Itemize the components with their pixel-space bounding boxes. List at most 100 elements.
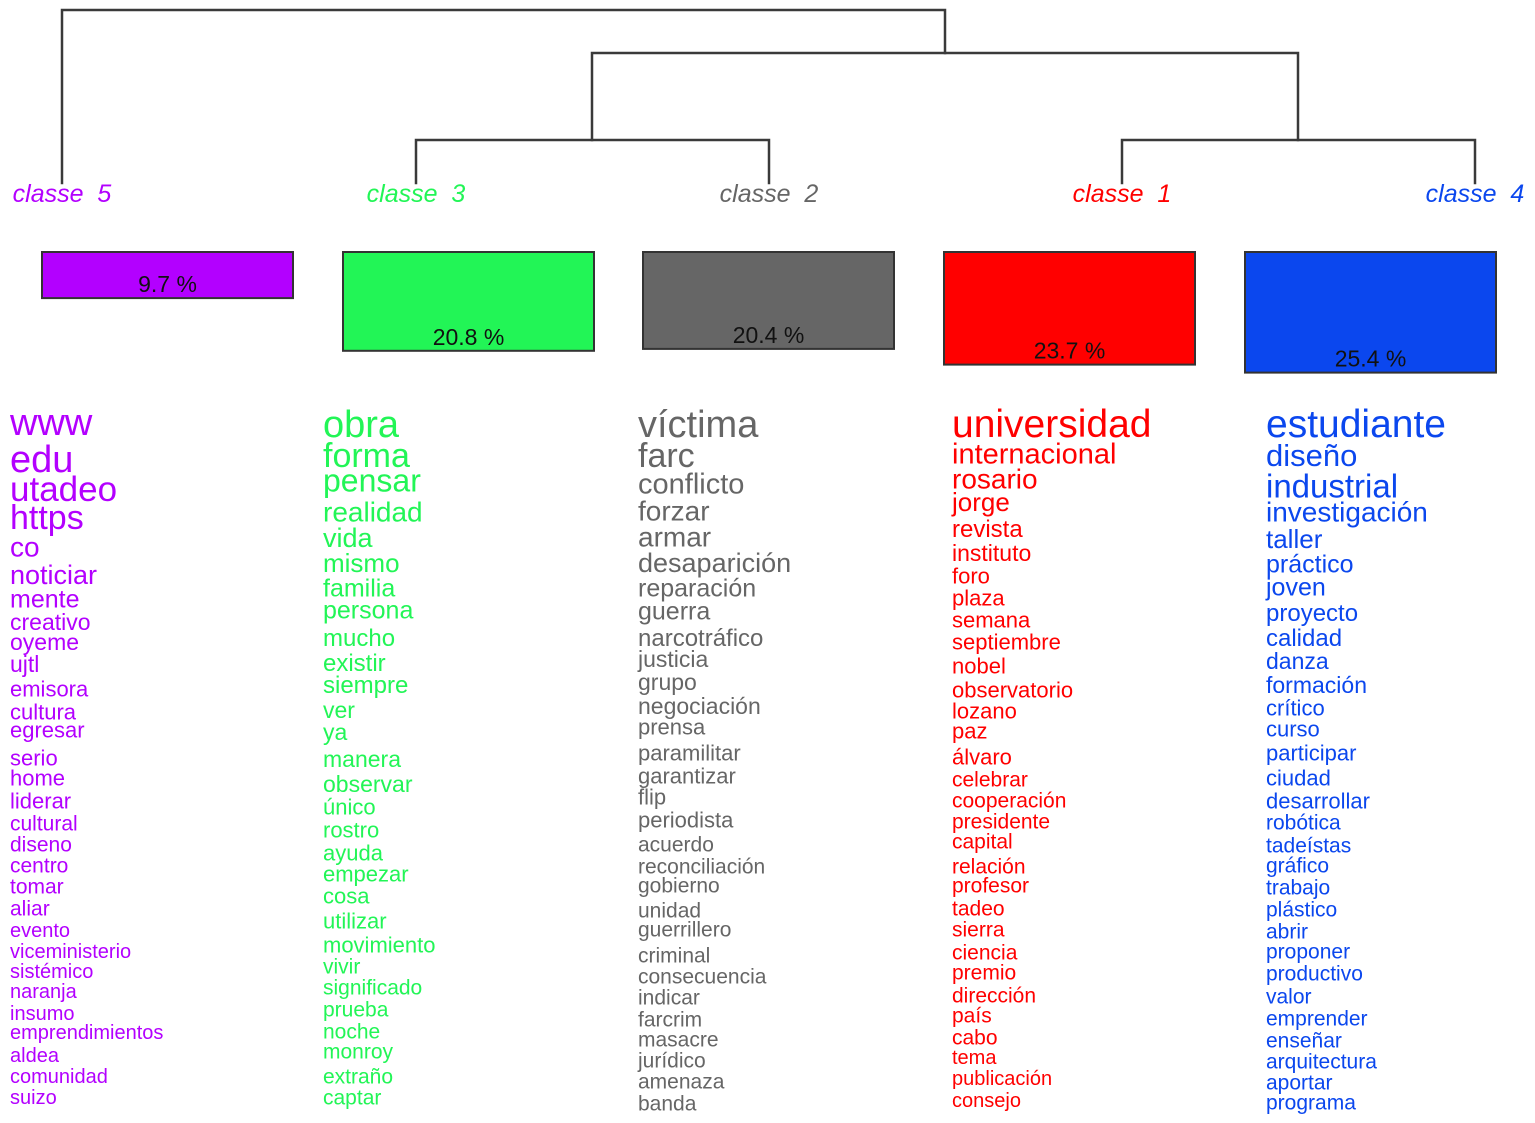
class-2-word-list: víctimafarcconflictoforzararmardesaparic… [637, 404, 791, 1116]
class-2-bar-group: 20.4 % [642, 251, 895, 350]
class-5-word: diseno [10, 834, 72, 857]
dendrogram-branch-classes-1-4 [1120, 138, 1477, 185]
class-5-word: egresar [10, 718, 85, 743]
class-2-word: conflicto [638, 469, 744, 501]
class-4-bar-group: 25.4 % [1244, 251, 1497, 374]
class-4-word: gráfico [1266, 855, 1329, 878]
class-5-word: liderar [10, 789, 71, 814]
class-1-word: celebrar [952, 769, 1028, 792]
class-2-word: flip [638, 785, 666, 810]
class-2-word: forzar [638, 495, 710, 526]
class-4-word: productivo [1266, 963, 1363, 986]
class-3-bar [342, 251, 595, 352]
class-2-word: masacre [638, 1029, 719, 1052]
class-2-word: periodista [638, 808, 734, 833]
class-2-percent-label: 20.4 % [733, 322, 805, 348]
class-5-word: emprendimientos [10, 1022, 163, 1044]
class-2-word: negociación [638, 693, 761, 719]
class-3-word: existir [323, 650, 386, 677]
class-3-word: observar [323, 771, 413, 797]
class-2-word: reconciliación [638, 856, 765, 879]
class-3-word: único [323, 795, 376, 820]
class-5-word: noticiar [10, 560, 97, 590]
class-4-word: abrir [1266, 921, 1308, 944]
class-5-word: cultural [10, 813, 78, 836]
class-4-word: formación [1266, 672, 1367, 698]
class-2-word: jurídico [637, 1050, 706, 1073]
class-3-word: ver [323, 697, 355, 723]
class-2-word: guerrillero [638, 919, 731, 942]
class-5-word: ujtl [10, 651, 39, 677]
dendrogram-root-branch [60, 8, 947, 185]
class-1-word-list: universidadinternacionalrosariojorgerevi… [951, 403, 1151, 1112]
class-1-word: consejo [952, 1090, 1021, 1112]
class-4-word: proponer [1266, 941, 1350, 964]
class-1-word: paz [952, 719, 987, 744]
class-1-word: lozano [952, 699, 1017, 724]
class-2-word: gobierno [638, 875, 720, 898]
class-3-label: classe 3 [367, 180, 466, 208]
class-1-label: classe 1 [1073, 180, 1172, 208]
class-3-word: rostro [323, 818, 379, 843]
class-5-word: aldea [10, 1045, 60, 1067]
class-5-word: https [10, 499, 84, 537]
class-3-word: persona [323, 597, 413, 625]
class-5-word: edu [10, 439, 73, 481]
class-1-word: revista [952, 516, 1023, 543]
class-4-word: danza [1266, 648, 1329, 674]
class-5-word: tomar [10, 876, 64, 899]
class-1-word: nobel [952, 654, 1006, 679]
class-2-word: farcrim [638, 1009, 702, 1032]
class-5-word: comunidad [10, 1066, 108, 1088]
class-1-word: tadeo [952, 898, 1005, 921]
class-5-word-list: wwweduutadeohttpsconoticiarmentecreativo… [9, 402, 163, 1109]
class-2-bar [642, 251, 895, 350]
class-3-word: vida [323, 523, 374, 553]
class-4-word: taller [1266, 524, 1323, 554]
class-1-word: relación [952, 856, 1026, 879]
class-4-word: práctico [1266, 551, 1354, 579]
class-3-word: vivir [323, 956, 360, 979]
class-5-percent-label: 9.7 % [138, 271, 197, 297]
class-1-word: dirección [952, 985, 1036, 1008]
class-1-word: foro [952, 564, 990, 589]
class-1-word: sierra [952, 919, 1005, 942]
class-1-word: instituto [952, 540, 1031, 566]
class-5-word: insumo [10, 1003, 74, 1025]
class-1-word: septiembre [952, 630, 1061, 655]
class-2-word: víctima [638, 404, 759, 446]
class-1-word: capital [952, 831, 1013, 854]
class-4-word: ciudad [1266, 766, 1331, 791]
class-4-word: robótica [1266, 812, 1341, 835]
class-4-word: crítico [1266, 696, 1325, 721]
class-5-word: utadeo [10, 470, 117, 509]
class-4-word: calidad [1266, 625, 1342, 652]
class-5-word: aliar [10, 898, 50, 921]
class-4-word: arquitectura [1266, 1051, 1377, 1074]
class-1-word: tema [952, 1047, 997, 1069]
class-1-word: universidad [952, 403, 1151, 446]
class-4-word: tadeístas [1266, 835, 1351, 858]
class-5-word: sistémico [10, 961, 93, 983]
class-5-word: emisora [10, 677, 89, 702]
class-3-word: extraño [323, 1066, 393, 1089]
class-2-word: indicar [638, 987, 700, 1010]
class-4-word: participar [1266, 741, 1356, 766]
class-4-word-list: estudiantediseñoindustrialinvestigaciónt… [1265, 403, 1446, 1114]
dendrogram-tree [60, 8, 1477, 185]
class-2-word: acuerdo [638, 834, 714, 857]
class-2-word: narcotráfico [638, 625, 763, 652]
class-4-word: aportar [1266, 1072, 1333, 1095]
class-2-word: armar [638, 521, 711, 552]
class-1-word: publicación [952, 1068, 1052, 1090]
class-3-word: captar [323, 1087, 381, 1110]
class-2-word: amenaza [638, 1071, 725, 1094]
class-3-word: mismo [323, 548, 400, 578]
class-2-word: banda [638, 1093, 697, 1116]
class-3-percent-label: 20.8 % [433, 324, 505, 350]
class-3-word: forma [323, 437, 410, 475]
class-5-bar-group: 9.7 % [41, 251, 294, 300]
class-1-word: cabo [952, 1027, 998, 1050]
class-4-word: desarrollar [1266, 789, 1370, 814]
